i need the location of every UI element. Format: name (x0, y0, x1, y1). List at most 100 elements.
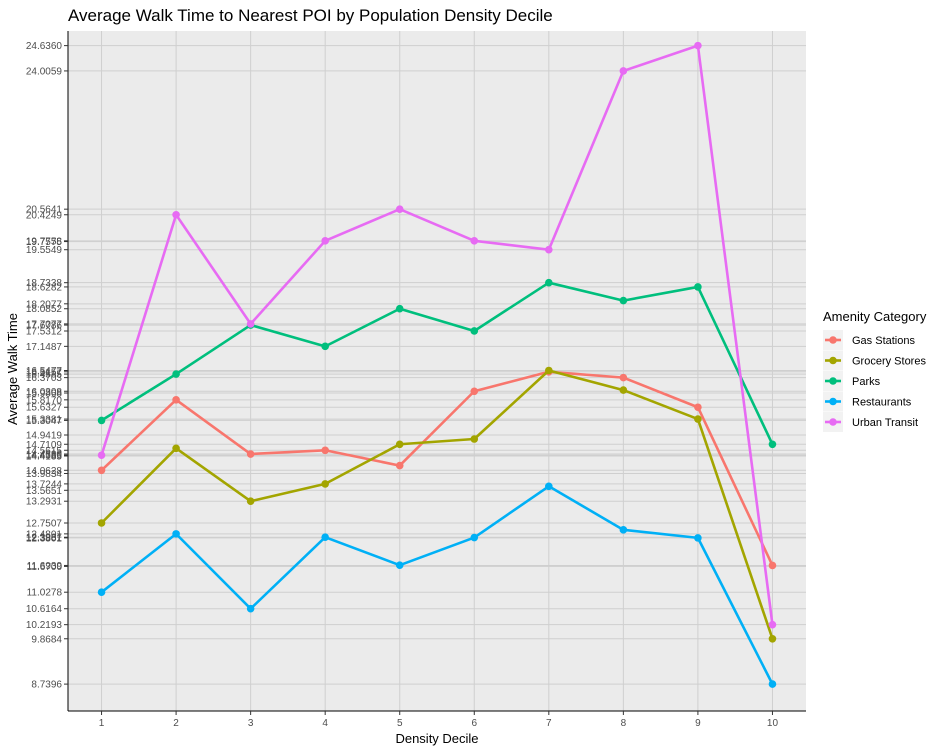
data-point-parks (97, 416, 106, 425)
y-tick-label: 14.0628 (26, 466, 63, 477)
legend-label-restaurants: Restaurants (852, 397, 912, 409)
y-tick-label: 12.3801 (26, 533, 63, 544)
data-point-restaurants (768, 680, 777, 688)
data-point-restaurants (694, 534, 702, 542)
data-point-gas-stations (619, 373, 628, 382)
data-point-urban-transit (246, 320, 255, 328)
legend-label-urban-transit: Urban Transit (852, 417, 918, 429)
y-tick-label: 14.9419 (26, 430, 63, 441)
data-point-grocery-stores (694, 415, 702, 423)
data-point-gas-stations (768, 561, 777, 570)
y-tick-label: 8.7396 (31, 680, 62, 691)
data-point-grocery-stores (545, 366, 553, 375)
x-tick-label: 4 (322, 718, 328, 729)
data-point-parks (321, 342, 329, 351)
data-point-urban-transit (97, 451, 106, 460)
legend-key-point-parks (829, 377, 837, 385)
y-tick-label: 11.6939 (27, 561, 63, 572)
y-tick-label: 14.5615 (26, 446, 63, 457)
data-point-grocery-stores (246, 497, 255, 506)
data-point-gas-stations (470, 387, 479, 396)
y-tick-label: 17.6786 (26, 321, 63, 332)
y-tick-label: 16.3703 (26, 373, 63, 384)
series-line-restaurants (100, 484, 774, 685)
chart-title: Average Walk Time to Nearest POI by Popu… (68, 6, 553, 25)
y-tick-label: 14.4185 (26, 452, 63, 463)
data-point-restaurants (619, 526, 628, 534)
data-point-parks (470, 327, 479, 335)
y-tick-label: 14.4386 (26, 451, 63, 462)
y-tick-label: 16.4585 (26, 370, 63, 381)
y-tick-label: 9.8684 (31, 634, 62, 645)
data-point-grocery-stores (395, 440, 404, 449)
x-tick-label: 10 (767, 718, 779, 729)
y-tick-label: 13.9834 (26, 469, 63, 480)
y-tick-label: 14.7109 (26, 440, 63, 451)
data-point-urban-transit (321, 237, 329, 245)
data-point-urban-transit (172, 210, 180, 219)
y-tick-label: 16.0308 (26, 387, 63, 398)
data-point-parks (172, 370, 180, 378)
y-tick-label: 17.7077 (26, 319, 63, 330)
data-point-restaurants (246, 604, 255, 613)
data-point-urban-transit (395, 205, 404, 213)
y-tick-label: 20.5641 (26, 205, 63, 216)
data-point-gas-stations (97, 466, 106, 475)
x-tick-label: 9 (695, 718, 701, 729)
y-axis-ticks: 8.7396 9.8684 10.2193 10.6164 11.0278 11.6700… (26, 41, 68, 691)
data-point-gas-stations (694, 403, 702, 412)
data-point-restaurants (470, 533, 479, 542)
legend-key-point-gas-stations (829, 336, 837, 344)
legend-label-parks: Parks (852, 376, 881, 388)
data-point-parks (619, 296, 628, 305)
data-point-urban-transit (545, 245, 553, 254)
data-point-urban-transit (768, 620, 777, 629)
y-tick-label: 11.0278 (27, 588, 63, 599)
y-tick-label: 12.3881 (26, 533, 63, 544)
y-tick-label: 14.4680 (26, 450, 63, 461)
series-line-gas-stations (100, 370, 774, 566)
data-point-restaurants (172, 530, 180, 538)
y-tick-label: 18.2077 (26, 299, 63, 310)
y-tick-label: 10.2193 (26, 620, 63, 631)
data-point-grocery-stores (470, 435, 479, 443)
y-tick-label: 12.4801 (26, 529, 63, 540)
y-tick-label: 10.6164 (26, 604, 63, 615)
y-tick-label: 15.8170 (26, 395, 63, 406)
data-point-grocery-stores (172, 444, 180, 453)
data-point-gas-stations (321, 446, 329, 455)
y-tick-label: 18.7338 (26, 278, 63, 289)
data-point-restaurants (321, 533, 329, 542)
y-tick-label: 24.0059 (26, 66, 63, 77)
data-point-restaurants (545, 482, 553, 491)
series-line-parks (100, 281, 774, 445)
y-tick-label: 19.7758 (26, 236, 63, 247)
y-tick-label: 19.5549 (26, 245, 63, 256)
y-tick-label: 13.2931 (26, 497, 63, 508)
y-tick-label: 11.6700 (27, 562, 63, 573)
y-tick-label: 13.7244 (26, 479, 63, 490)
series-line-urban-transit (100, 44, 774, 625)
legend-label-grocery-stores: Grocery Stores (852, 356, 926, 368)
data-point-grocery-stores (768, 634, 777, 643)
y-tick-label: 15.9868 (26, 389, 63, 400)
data-point-urban-transit (694, 41, 702, 50)
data-point-parks (395, 304, 404, 313)
plot-panel (68, 31, 806, 711)
data-point-gas-stations (246, 450, 255, 458)
x-axis-title: Density Decile (395, 731, 478, 746)
data-point-urban-transit (470, 237, 479, 245)
y-tick-label: 15.3047 (26, 416, 63, 427)
legend: Amenity Category Gas Stations Grocery Sto… (823, 309, 927, 432)
x-tick-label: 8 (621, 718, 627, 729)
y-tick-label: 13.5651 (26, 486, 63, 497)
x-tick-label: 3 (248, 718, 254, 729)
data-point-grocery-stores (97, 519, 106, 527)
y-tick-label: 19.7575 (26, 237, 63, 248)
y-tick-label: 20.4249 (26, 210, 63, 221)
series-layer (97, 41, 777, 688)
x-tick-label: 2 (173, 718, 179, 729)
data-point-parks (768, 440, 777, 449)
data-point-grocery-stores (321, 480, 329, 488)
